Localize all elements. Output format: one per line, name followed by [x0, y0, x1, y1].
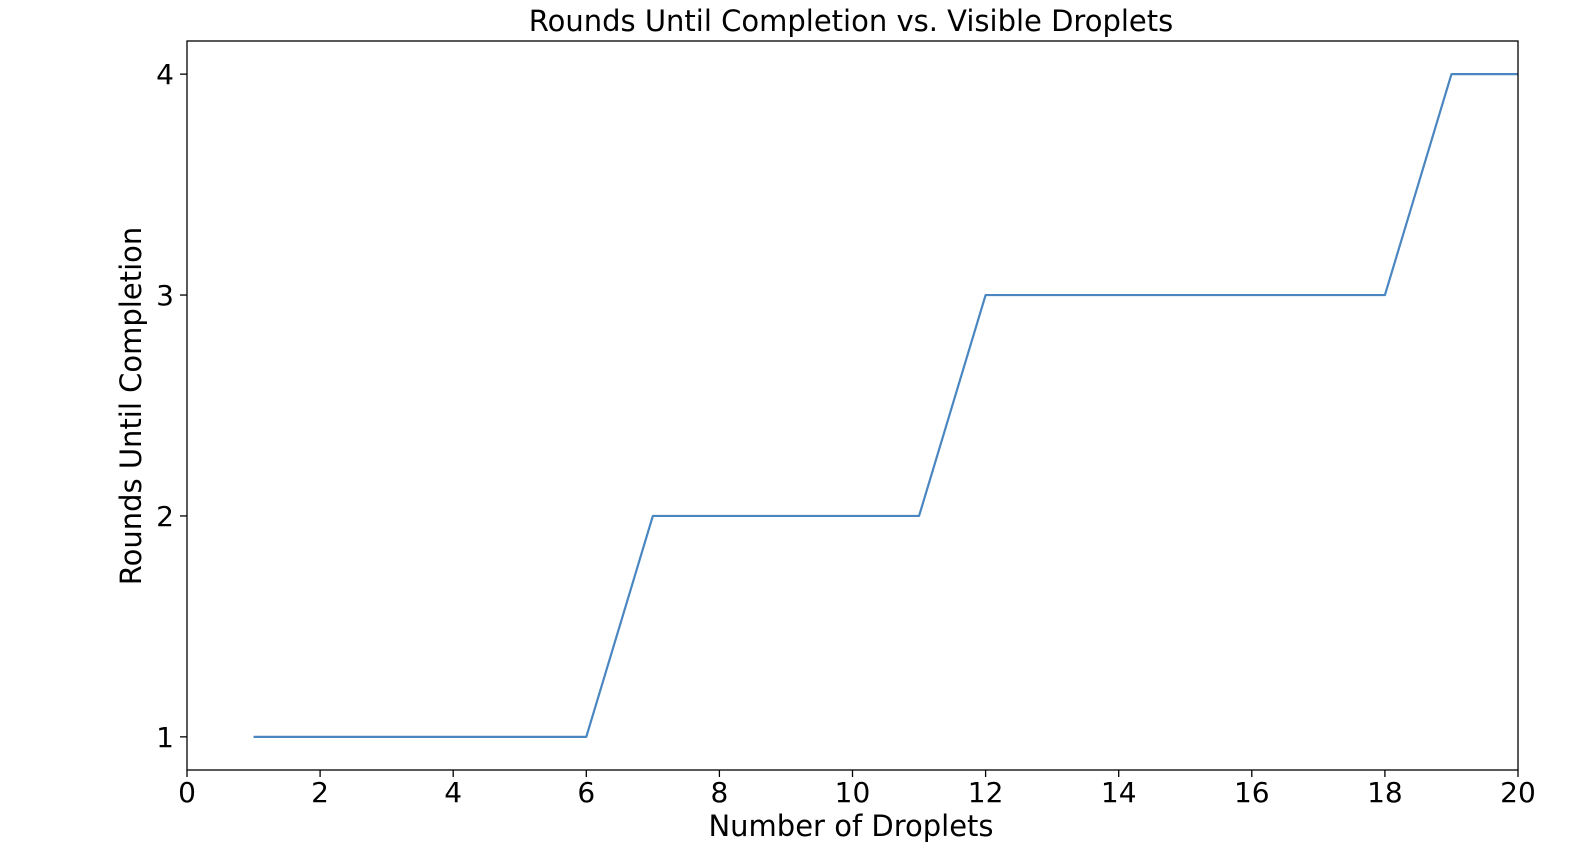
chart-title: Rounds Until Completion vs. Visible Drop… [529, 4, 1174, 38]
x-tick-label: 2 [311, 776, 329, 809]
x-tick-label: 18 [1367, 776, 1403, 809]
x-tick-label: 20 [1500, 776, 1536, 809]
x-tick-label: 12 [968, 776, 1004, 809]
y-axis: 1 2 3 4 [156, 58, 187, 754]
y-axis-label: Rounds Until Completion [114, 227, 148, 586]
x-tick-label: 6 [577, 776, 595, 809]
x-axis: 0 2 4 6 8 10 12 14 16 18 20 [178, 770, 1536, 809]
x-tick-label: 16 [1234, 776, 1270, 809]
y-tick-label: 4 [156, 58, 174, 91]
y-tick-label: 2 [156, 500, 174, 533]
x-tick-label: 10 [835, 776, 871, 809]
x-tick-label: 8 [710, 776, 728, 809]
x-tick-label: 0 [178, 776, 196, 809]
x-tick-label: 14 [1101, 776, 1137, 809]
series-line-0 [253, 73, 1518, 738]
x-tick-label: 4 [444, 776, 462, 809]
y-tick-label: 3 [156, 279, 174, 312]
plot-frame [186, 40, 1519, 771]
plot-area [253, 73, 1518, 738]
y-tick-label: 1 [156, 721, 174, 754]
x-axis-label: Number of Droplets [708, 809, 993, 843]
